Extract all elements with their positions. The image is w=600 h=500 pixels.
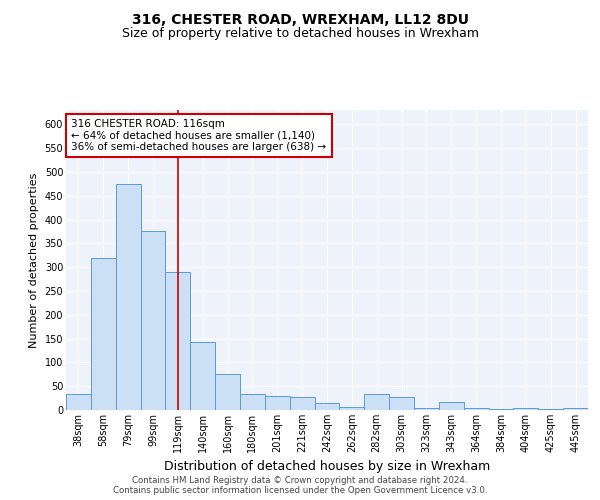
Bar: [414, 408, 439, 410]
Bar: [91, 258, 116, 410]
Text: Contains HM Land Registry data © Crown copyright and database right 2024.: Contains HM Land Registry data © Crown c…: [132, 476, 468, 485]
Bar: [538, 408, 563, 410]
Bar: [439, 402, 464, 410]
Text: 316, CHESTER ROAD, WREXHAM, LL12 8DU: 316, CHESTER ROAD, WREXHAM, LL12 8DU: [131, 12, 469, 26]
Bar: [190, 342, 215, 410]
Bar: [464, 408, 488, 410]
Text: Size of property relative to detached houses in Wrexham: Size of property relative to detached ho…: [121, 28, 479, 40]
Bar: [389, 396, 414, 410]
Text: 316 CHESTER ROAD: 116sqm
← 64% of detached houses are smaller (1,140)
36% of sem: 316 CHESTER ROAD: 116sqm ← 64% of detach…: [71, 119, 326, 152]
Bar: [364, 394, 389, 410]
Bar: [240, 394, 265, 410]
X-axis label: Distribution of detached houses by size in Wrexham: Distribution of detached houses by size …: [164, 460, 490, 473]
Bar: [290, 396, 314, 410]
Bar: [265, 396, 290, 410]
Bar: [488, 408, 514, 410]
Bar: [116, 184, 140, 410]
Bar: [563, 408, 588, 410]
Bar: [215, 374, 240, 410]
Text: Contains public sector information licensed under the Open Government Licence v3: Contains public sector information licen…: [113, 486, 487, 495]
Y-axis label: Number of detached properties: Number of detached properties: [29, 172, 39, 348]
Bar: [140, 232, 166, 410]
Bar: [314, 403, 340, 410]
Bar: [66, 394, 91, 410]
Bar: [340, 406, 364, 410]
Bar: [514, 408, 538, 410]
Bar: [166, 272, 190, 410]
